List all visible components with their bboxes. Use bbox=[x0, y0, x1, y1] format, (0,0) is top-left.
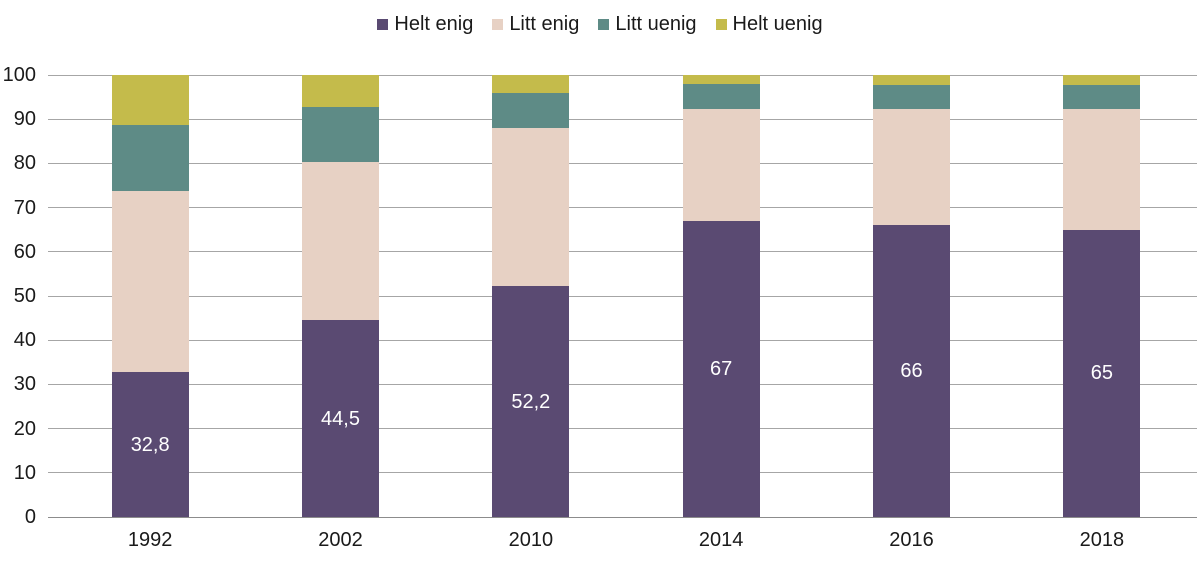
chart-legend: Helt enig Litt enig Litt uenig Helt uenig bbox=[0, 13, 1200, 36]
bar-segment-litt-uenig bbox=[873, 85, 950, 110]
y-axis-tick-label: 50 bbox=[13, 285, 36, 307]
gridline bbox=[48, 118, 1197, 120]
bar-segment-litt-enig bbox=[302, 161, 379, 321]
y-axis-tick-label: 30 bbox=[13, 373, 36, 396]
legend-swatch-icon bbox=[377, 19, 389, 30]
legend-label: Helt uenig bbox=[732, 13, 823, 35]
y-axis-tick-label: 70 bbox=[13, 196, 36, 219]
legend-item-litt-enig: Litt enig bbox=[492, 13, 579, 36]
y-axis-tick-label: 100 bbox=[2, 64, 36, 86]
gridline bbox=[48, 383, 1197, 385]
x-axis-line-overlay bbox=[302, 516, 379, 518]
bar-segment-litt-enig bbox=[682, 109, 760, 221]
bar-segment-litt-enig bbox=[492, 128, 570, 287]
bar-segment-litt-enig bbox=[111, 190, 189, 373]
bar-segment-litt-uenig bbox=[682, 84, 760, 110]
y-axis-tick-label: 20 bbox=[13, 417, 36, 440]
gridline bbox=[48, 74, 1197, 76]
y-axis-tick-label: 0 bbox=[24, 506, 36, 528]
bar-segment-helt-uenig bbox=[111, 75, 189, 126]
bar-segment-helt-enig bbox=[302, 320, 379, 517]
x-axis-line-overlay bbox=[111, 516, 189, 518]
bar-segment-helt-enig bbox=[1063, 229, 1141, 517]
y-axis-tick-label: 40 bbox=[13, 329, 36, 352]
x-axis-category-label: 2002 bbox=[318, 529, 363, 551]
gridline bbox=[48, 472, 1197, 474]
bar-data-label: 66 bbox=[900, 360, 923, 383]
y-axis-tick-label: 60 bbox=[13, 240, 36, 263]
x-axis-line-overlay bbox=[873, 516, 950, 518]
bar-data-label: 44,5 bbox=[321, 407, 360, 430]
y-axis-tick-label: 90 bbox=[13, 108, 36, 131]
bar-data-label: 65 bbox=[1090, 362, 1113, 385]
y-axis-tick-label: 10 bbox=[13, 461, 36, 484]
legend-item-litt-uenig: Litt uenig bbox=[598, 13, 697, 36]
legend-swatch-icon bbox=[715, 19, 727, 30]
legend-label: Litt uenig bbox=[615, 13, 697, 35]
x-axis-line-overlay bbox=[492, 516, 570, 518]
x-axis-category-label: 2010 bbox=[508, 529, 554, 551]
x-axis-category-label: 2018 bbox=[1079, 529, 1125, 551]
bar-segment-helt-uenig bbox=[302, 75, 379, 108]
bar-data-label: 52,2 bbox=[511, 390, 551, 413]
gridline bbox=[48, 162, 1197, 164]
bar-segment-helt-enig bbox=[873, 225, 950, 517]
bar-segment-helt-uenig bbox=[1063, 75, 1141, 85]
bar-segment-litt-uenig bbox=[492, 92, 570, 129]
legend-label: Litt enig bbox=[509, 13, 580, 35]
bar-segment-litt-enig bbox=[873, 109, 950, 226]
bar-segment-helt-enig bbox=[111, 372, 189, 517]
gridline bbox=[48, 207, 1197, 209]
legend-swatch-icon bbox=[598, 19, 610, 30]
legend-swatch-icon bbox=[492, 19, 504, 30]
bar-segment-helt-uenig bbox=[873, 75, 950, 86]
gridline bbox=[48, 295, 1197, 297]
bar-segment-helt-uenig bbox=[682, 75, 760, 85]
bar-segment-litt-uenig bbox=[1063, 84, 1141, 110]
bar-segment-helt-uenig bbox=[492, 75, 570, 93]
gridline bbox=[48, 339, 1197, 341]
bar-segment-litt-uenig bbox=[111, 125, 189, 191]
legend-item-helt-uenig: Helt uenig bbox=[715, 13, 823, 36]
gridline bbox=[48, 251, 1197, 253]
x-axis-line-overlay bbox=[1063, 516, 1141, 518]
bar-segment-litt-uenig bbox=[302, 107, 379, 162]
legend-label: Helt enig bbox=[394, 13, 474, 35]
bar-data-label: 32,8 bbox=[130, 433, 170, 456]
y-axis-tick-label: 80 bbox=[13, 152, 36, 175]
x-axis-line-overlay bbox=[682, 516, 760, 518]
bar-segment-helt-enig bbox=[682, 220, 760, 517]
x-axis-category-label: 2014 bbox=[698, 529, 744, 551]
x-axis-category-label: 1992 bbox=[127, 529, 173, 551]
gridline bbox=[48, 428, 1197, 430]
bar-data-label: 67 bbox=[710, 357, 733, 380]
legend-item-helt-enig: Helt enig bbox=[377, 13, 473, 36]
x-axis-line bbox=[48, 516, 1197, 518]
bar-segment-litt-enig bbox=[1063, 109, 1141, 230]
x-axis-category-label: 2016 bbox=[889, 529, 934, 551]
bar-segment-helt-enig bbox=[492, 286, 570, 517]
